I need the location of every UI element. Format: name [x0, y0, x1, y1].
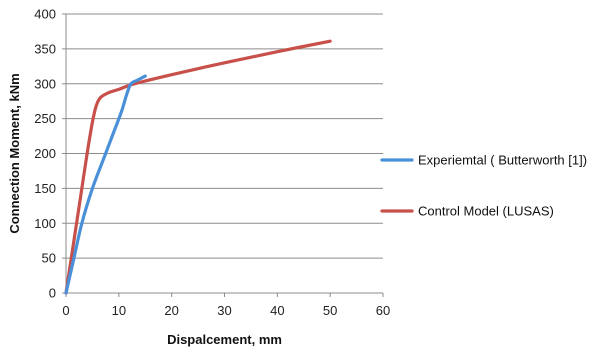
y-tick-label-0: 0 — [49, 286, 56, 301]
tick-labels: 0 50 100 150 200 250 300 350 400 0 10 20 30 40 50 60 — [34, 7, 390, 319]
y-tick-label-50: 50 — [42, 251, 56, 266]
axes — [62, 13, 384, 297]
y-tick-label-300: 300 — [34, 76, 56, 91]
x-axis-title: Dispalcement, mm — [167, 332, 282, 347]
legend-label-control-model: Control Model (LUSAS) — [418, 204, 554, 219]
series-line-experimental — [64, 74, 147, 295]
x-tick-label-20: 20 — [164, 303, 178, 318]
y-tick-label-350: 350 — [34, 41, 56, 56]
y-tick-label-250: 250 — [34, 111, 56, 126]
series-lines — [64, 39, 332, 295]
x-tick-label-30: 30 — [217, 303, 231, 318]
y-tick-label-150: 150 — [34, 181, 56, 196]
y-tick-label-100: 100 — [34, 216, 56, 231]
legend: Experiemtal ( Butterworth [1]) Control Mo… — [380, 153, 587, 219]
y-tick-label-200: 200 — [34, 146, 56, 161]
y-axis-title: Connection Moment, kNm — [7, 73, 22, 233]
y-tick-label-400: 400 — [34, 7, 56, 22]
x-tick-label-0: 0 — [62, 303, 69, 318]
series-line-control-model — [64, 39, 332, 295]
x-tick-label-60: 60 — [376, 303, 390, 318]
legend-label-experimental: Experiemtal ( Butterworth [1]) — [418, 153, 587, 168]
x-tick-label-10: 10 — [112, 303, 126, 318]
x-tick-label-50: 50 — [323, 303, 337, 318]
x-tick-label-40: 40 — [270, 303, 284, 318]
